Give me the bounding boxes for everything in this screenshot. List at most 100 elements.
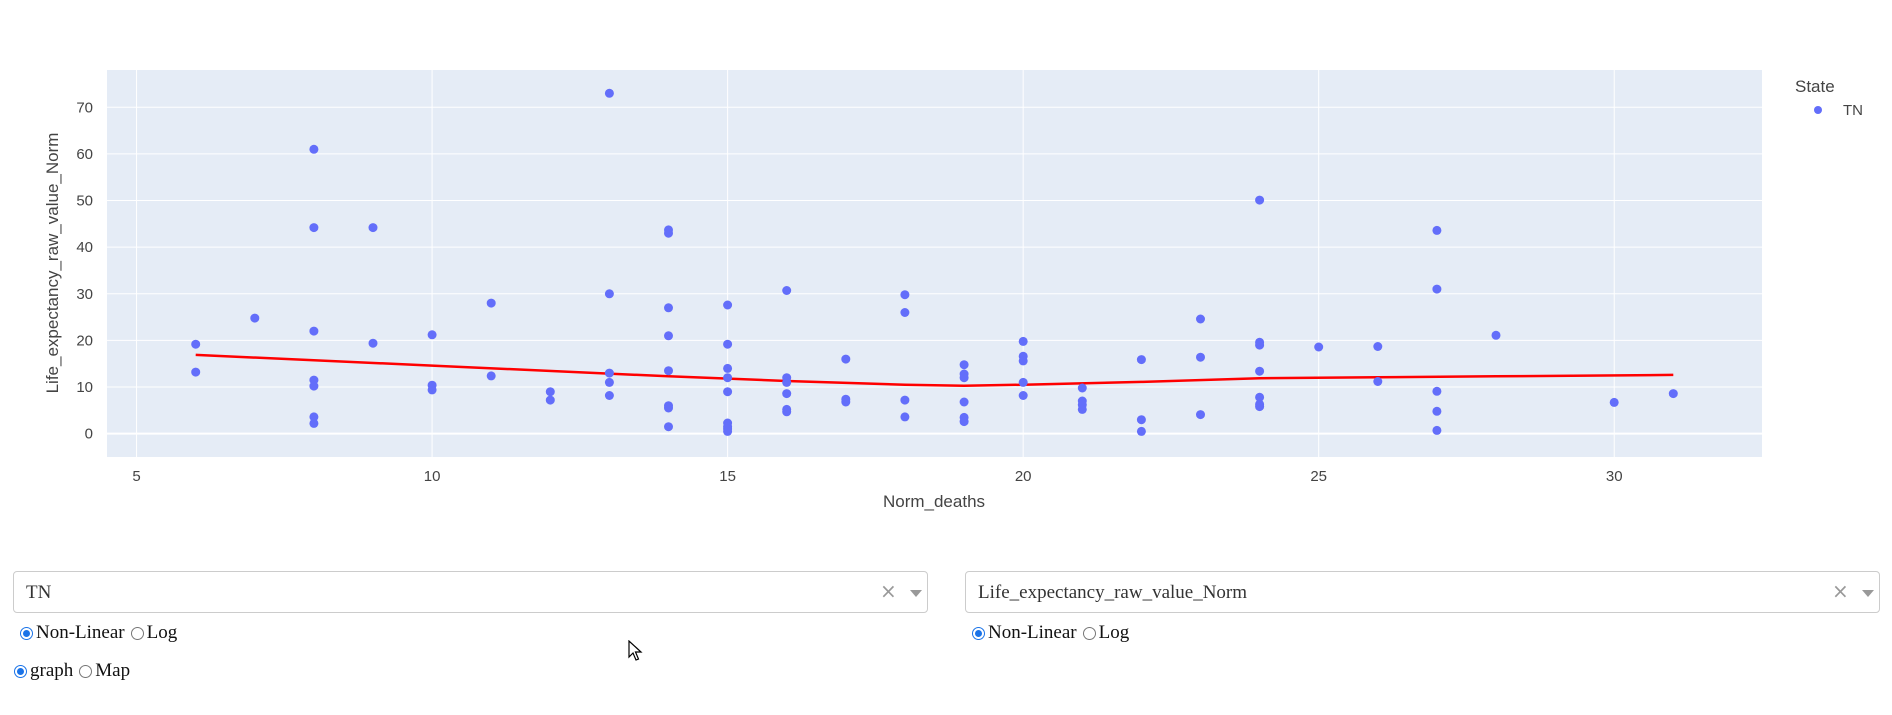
legend[interactable]: State TN [1795,77,1863,119]
data-point[interactable] [1136,415,1146,425]
data-point[interactable] [1018,356,1028,366]
data-point[interactable] [782,286,792,295]
data-point[interactable] [1609,397,1619,407]
data-point[interactable] [1136,426,1146,436]
data-point[interactable] [1255,340,1265,350]
data-point[interactable] [664,331,673,341]
data-point[interactable] [427,330,437,340]
data-point[interactable] [782,407,792,417]
radio-label-map[interactable]: Map [95,660,131,681]
data-point[interactable] [1077,404,1087,414]
data-point[interactable] [900,395,910,405]
data-point[interactable] [309,326,319,336]
data-point[interactable] [545,387,555,397]
legend-label-tn[interactable]: TN [1843,102,1863,119]
data-point[interactable] [664,422,673,432]
data-point[interactable] [664,303,673,313]
data-point[interactable] [1255,366,1265,376]
data-point[interactable] [1196,314,1205,324]
data-point[interactable] [1432,425,1442,435]
data-point[interactable] [723,339,733,349]
data-point[interactable] [368,338,378,348]
y-axis-ticks: 0 10 20 30 40 50 60 70 [76,99,93,442]
data-point[interactable] [309,144,319,154]
data-point[interactable] [1018,391,1028,400]
legend-marker-tn[interactable] [1814,106,1822,114]
radio-non-linear-left[interactable] [20,626,33,640]
data-point[interactable] [309,381,319,391]
data-point[interactable] [1432,284,1442,294]
data-point[interactable] [841,354,851,364]
radio-label-non-linear-right[interactable]: Non-Linear [988,622,1077,643]
data-point[interactable] [1255,402,1265,412]
data-point[interactable] [1373,377,1383,386]
data-point[interactable] [1196,352,1205,362]
data-point[interactable] [191,339,201,349]
clear-icon[interactable]: × [1832,579,1849,603]
data-point[interactable] [427,385,437,395]
data-point[interactable] [723,373,733,383]
data-point[interactable] [191,367,201,377]
data-point[interactable] [959,397,969,407]
data-point[interactable] [1432,225,1442,235]
data-point[interactable] [368,223,378,233]
state-dropdown[interactable]: TN × [13,571,928,613]
clear-icon[interactable]: × [880,579,897,603]
data-point[interactable] [1314,342,1324,352]
data-point[interactable] [604,88,614,98]
data-point[interactable] [545,395,555,405]
data-point[interactable] [604,289,614,299]
data-point[interactable] [309,412,319,422]
data-point[interactable] [782,389,792,399]
radio-label-graph[interactable]: graph [30,660,74,681]
chevron-down-icon[interactable] [1862,590,1874,597]
x-axis-ticks: 5 10 15 20 25 30 [132,468,1622,485]
data-point[interactable] [723,426,733,436]
radio-label-log-left[interactable]: Log [146,622,178,643]
data-point[interactable] [250,313,260,323]
radio-graph[interactable] [14,664,27,678]
data-point[interactable] [604,391,614,400]
metric-dropdown[interactable]: Life_expectancy_raw_value_Norm × [965,571,1880,613]
chevron-down-icon[interactable] [910,590,922,597]
data-point[interactable] [900,308,910,317]
data-point[interactable] [486,371,496,381]
radio-map[interactable] [79,664,93,678]
data-point[interactable] [1136,355,1146,365]
data-point[interactable] [664,366,673,376]
data-point[interactable] [782,377,792,387]
data-point[interactable] [1668,389,1678,399]
radio-log-left[interactable] [130,626,144,640]
data-point[interactable] [309,418,319,428]
data-point[interactable] [1373,342,1383,351]
data-point[interactable] [1491,330,1501,340]
data-point[interactable] [1018,377,1028,387]
radio-label-non-linear-left[interactable]: Non-Linear [36,622,125,643]
data-point[interactable] [1196,410,1205,420]
data-point[interactable] [841,397,851,407]
data-point[interactable] [900,412,910,422]
radio-log-right[interactable] [1082,626,1096,640]
data-point[interactable] [959,417,969,427]
data-point[interactable] [1018,336,1028,346]
data-point[interactable] [1255,392,1265,402]
data-point[interactable] [604,368,614,378]
data-point[interactable] [309,223,319,233]
radio-label-log-right[interactable]: Log [1098,622,1130,643]
data-point[interactable] [664,403,673,413]
data-point[interactable] [604,377,614,387]
data-point[interactable] [959,360,969,370]
data-point[interactable] [723,300,733,310]
data-point[interactable] [1432,406,1442,416]
data-point[interactable] [664,228,673,238]
data-point[interactable] [486,298,496,308]
data-point[interactable] [723,387,733,397]
data-point[interactable] [1077,383,1087,393]
radio-non-linear-right[interactable] [972,626,985,640]
data-point[interactable] [959,373,969,383]
data-point[interactable] [900,290,910,300]
state-dropdown-value: TN [26,582,52,603]
data-point[interactable] [1432,386,1442,396]
data-point[interactable] [1255,195,1265,205]
data-point[interactable] [723,363,733,373]
